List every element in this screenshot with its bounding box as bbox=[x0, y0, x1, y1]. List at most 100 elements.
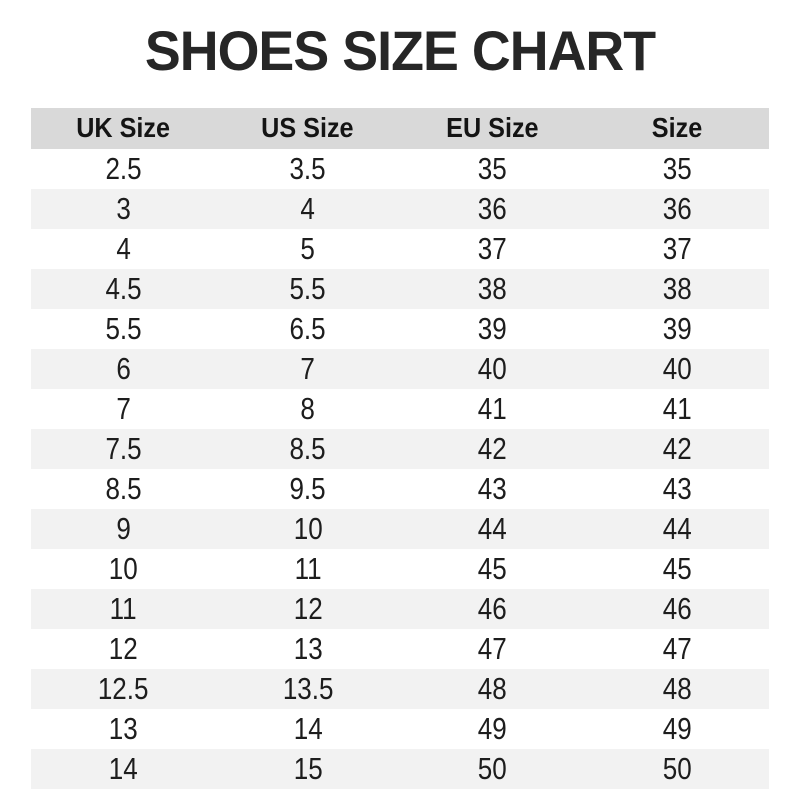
size-value: 40 bbox=[477, 350, 507, 386]
size-cell: 49 bbox=[400, 708, 585, 749]
size-value: 44 bbox=[662, 510, 692, 546]
size-value: 8.5 bbox=[105, 470, 142, 506]
size-cell: 7 bbox=[31, 388, 216, 429]
size-value: 42 bbox=[477, 430, 507, 466]
size-cell: 5 bbox=[215, 228, 400, 269]
size-cell: 37 bbox=[584, 228, 769, 269]
size-cell: 3.5 bbox=[215, 148, 400, 189]
size-value: 15 bbox=[293, 750, 323, 786]
size-value: 38 bbox=[477, 270, 507, 306]
size-value: 37 bbox=[477, 230, 507, 266]
table-row: 3 4 36 36 bbox=[31, 188, 769, 229]
column-header-label: UK Size bbox=[76, 112, 171, 144]
size-cell: 49 bbox=[584, 708, 769, 749]
size-value: 12.5 bbox=[97, 670, 149, 706]
table-row: 7 8 41 41 bbox=[31, 388, 769, 429]
size-cell: 15 bbox=[215, 748, 400, 789]
size-cell: 10 bbox=[31, 548, 216, 589]
size-cell: 40 bbox=[584, 348, 769, 389]
size-cell: 4 bbox=[215, 188, 400, 229]
size-value: 12 bbox=[293, 590, 323, 626]
size-value: 39 bbox=[477, 310, 507, 346]
size-value: 6 bbox=[116, 350, 131, 386]
size-cell: 43 bbox=[584, 468, 769, 509]
size-cell: 46 bbox=[584, 588, 769, 629]
size-value: 36 bbox=[662, 190, 692, 226]
size-value: 40 bbox=[662, 350, 692, 386]
size-value: 46 bbox=[477, 590, 507, 626]
size-cell: 6.5 bbox=[215, 308, 400, 349]
table-body: 2.5 3.5 35 35 3 4 36 36 4 5 37 37 4.5 5.5 38 38 5.5 6.5 39… bbox=[31, 148, 769, 789]
size-cell: 11 bbox=[215, 548, 400, 589]
size-value: 8.5 bbox=[289, 430, 326, 466]
size-value: 47 bbox=[477, 630, 507, 666]
size-value: 9 bbox=[116, 510, 131, 546]
size-cell: 13 bbox=[31, 708, 216, 749]
size-cell: 41 bbox=[400, 388, 585, 429]
size-cell: 13 bbox=[215, 628, 400, 669]
size-value: 45 bbox=[477, 550, 507, 586]
size-value: 5.5 bbox=[289, 270, 326, 306]
table-row: 6 7 40 40 bbox=[31, 348, 769, 389]
size-cell: 36 bbox=[400, 188, 585, 229]
size-cell: 2.5 bbox=[31, 148, 216, 189]
size-conversion-table: UK Size US Size EU Size Size 2.5 3.5 35 35 3 4 36… bbox=[31, 107, 769, 789]
size-cell: 4.5 bbox=[31, 268, 216, 309]
size-cell: 3 bbox=[31, 188, 216, 229]
size-value: 10 bbox=[293, 510, 323, 546]
table-row: 12 13 47 47 bbox=[31, 628, 769, 669]
table-row: 5.5 6.5 39 39 bbox=[31, 308, 769, 349]
size-value: 4.5 bbox=[105, 270, 142, 306]
size-cell: 14 bbox=[215, 708, 400, 749]
size-value: 48 bbox=[662, 670, 692, 706]
size-cell: 48 bbox=[584, 668, 769, 709]
table-row: 8.5 9.5 43 43 bbox=[31, 468, 769, 509]
size-value: 5.5 bbox=[105, 310, 142, 346]
size-value: 36 bbox=[477, 190, 507, 226]
size-cell: 12 bbox=[31, 628, 216, 669]
size-cell: 14 bbox=[31, 748, 216, 789]
size-value: 43 bbox=[477, 470, 507, 506]
size-cell: 45 bbox=[584, 548, 769, 589]
size-cell: 10 bbox=[215, 508, 400, 549]
size-cell: 47 bbox=[400, 628, 585, 669]
size-cell: 40 bbox=[400, 348, 585, 389]
size-cell: 39 bbox=[400, 308, 585, 349]
table-row: 4.5 5.5 38 38 bbox=[31, 268, 769, 309]
column-header: Size bbox=[584, 107, 769, 149]
size-value: 46 bbox=[662, 590, 692, 626]
size-value: 50 bbox=[477, 750, 507, 786]
size-value: 45 bbox=[662, 550, 692, 586]
size-cell: 50 bbox=[400, 748, 585, 789]
size-value: 4 bbox=[116, 230, 131, 266]
size-cell: 4 bbox=[31, 228, 216, 269]
size-cell: 6 bbox=[31, 348, 216, 389]
size-cell: 8.5 bbox=[31, 468, 216, 509]
size-cell: 36 bbox=[584, 188, 769, 229]
header-row: UK Size US Size EU Size Size bbox=[31, 107, 769, 149]
size-value: 11 bbox=[109, 590, 137, 626]
size-value: 5 bbox=[300, 230, 315, 266]
size-value: 7 bbox=[300, 350, 315, 386]
size-value: 43 bbox=[662, 470, 692, 506]
size-cell: 50 bbox=[584, 748, 769, 789]
size-value: 3.5 bbox=[289, 150, 326, 186]
column-header: UK Size bbox=[31, 107, 216, 149]
size-cell: 46 bbox=[400, 588, 585, 629]
size-cell: 42 bbox=[584, 428, 769, 469]
size-value: 38 bbox=[662, 270, 692, 306]
size-cell: 38 bbox=[584, 268, 769, 309]
size-cell: 5.5 bbox=[31, 308, 216, 349]
size-value: 49 bbox=[662, 710, 692, 746]
size-value: 48 bbox=[477, 670, 507, 706]
size-cell: 47 bbox=[584, 628, 769, 669]
size-value: 12 bbox=[108, 630, 138, 666]
size-cell: 9.5 bbox=[215, 468, 400, 509]
table-row: 11 12 46 46 bbox=[31, 588, 769, 629]
table-row: 12.5 13.5 48 48 bbox=[31, 668, 769, 709]
size-cell: 12.5 bbox=[31, 668, 216, 709]
size-value: 13 bbox=[293, 630, 323, 666]
size-cell: 45 bbox=[400, 548, 585, 589]
size-value: 35 bbox=[662, 150, 692, 186]
size-cell: 7.5 bbox=[31, 428, 216, 469]
